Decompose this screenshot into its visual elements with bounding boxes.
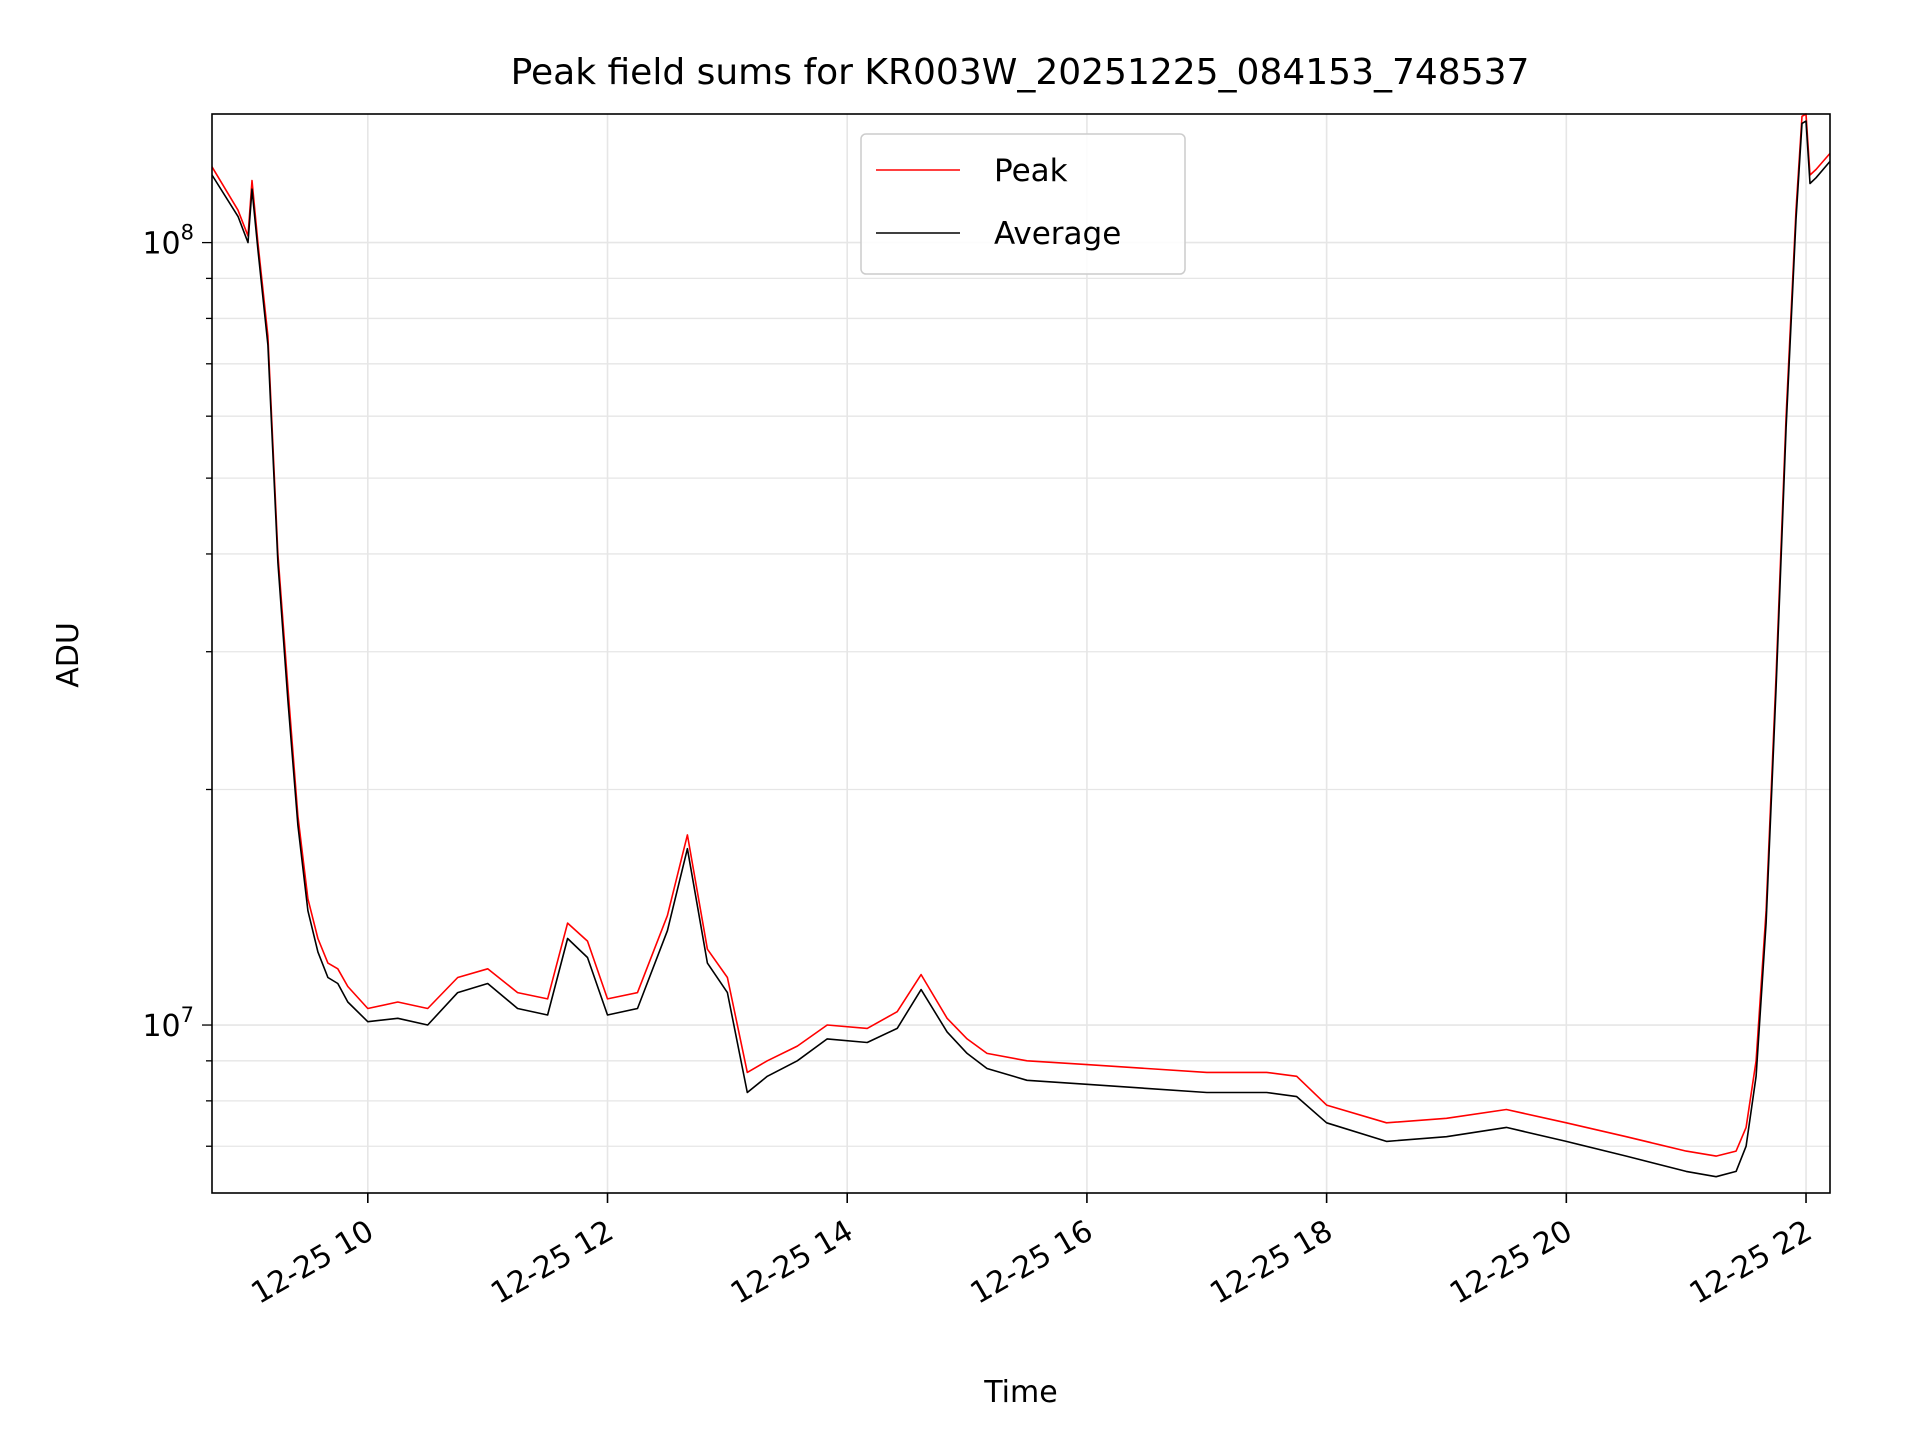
series-line-peak bbox=[211, 113, 1831, 1157]
legend-label-peak: Peak bbox=[994, 153, 1068, 189]
series-lines bbox=[211, 113, 1831, 1178]
legend-box bbox=[860, 133, 1186, 275]
plot-frame bbox=[211, 113, 1831, 1194]
chart-title: Peak field sums for KR003W_20251225_0841… bbox=[511, 52, 1530, 93]
y-axis-label: ADU bbox=[51, 622, 86, 688]
series-line-average bbox=[211, 120, 1831, 1178]
y-tick-label: 108 bbox=[142, 221, 194, 262]
x-axis-label: Time bbox=[983, 1375, 1057, 1410]
legend-label-average: Average bbox=[994, 216, 1121, 252]
y-tick-label: 107 bbox=[142, 1003, 194, 1044]
y-axis-ticks: 107 108 bbox=[142, 221, 212, 1147]
legend: Peak Average bbox=[860, 133, 1186, 275]
grid-lines bbox=[212, 114, 1830, 1193]
